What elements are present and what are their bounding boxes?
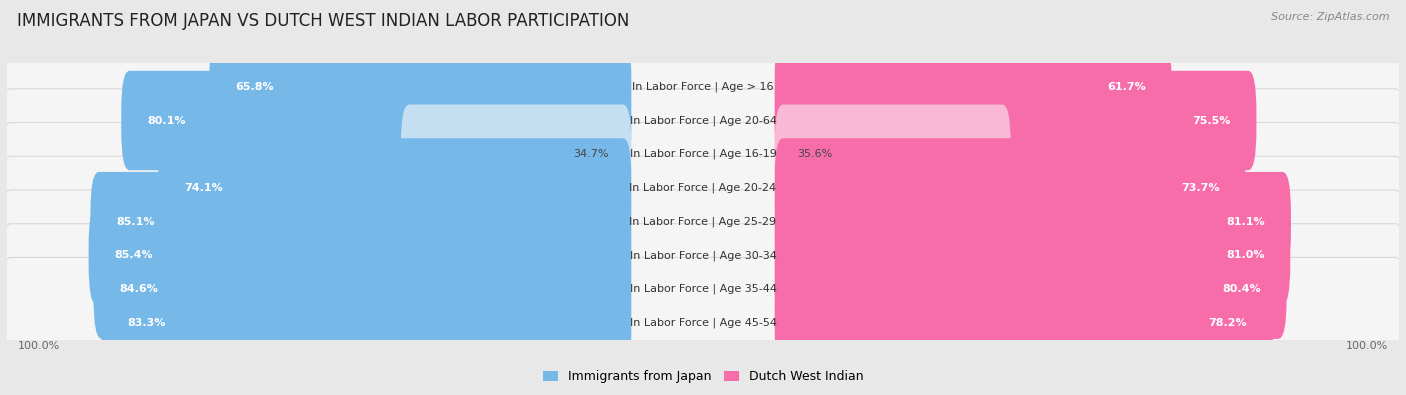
FancyBboxPatch shape xyxy=(775,273,1272,372)
Text: 81.0%: 81.0% xyxy=(1226,250,1264,260)
FancyBboxPatch shape xyxy=(0,122,1406,253)
Text: 35.6%: 35.6% xyxy=(797,149,832,159)
Text: 100.0%: 100.0% xyxy=(17,341,59,352)
FancyBboxPatch shape xyxy=(101,273,631,372)
Text: In Labor Force | Age 20-64: In Labor Force | Age 20-64 xyxy=(630,115,776,126)
Text: In Labor Force | Age 45-54: In Labor Force | Age 45-54 xyxy=(630,318,776,328)
Text: 65.8%: 65.8% xyxy=(235,82,274,92)
Text: 74.1%: 74.1% xyxy=(184,183,222,193)
Text: Source: ZipAtlas.com: Source: ZipAtlas.com xyxy=(1271,12,1389,22)
Text: In Labor Force | Age 35-44: In Labor Force | Age 35-44 xyxy=(630,284,776,294)
FancyBboxPatch shape xyxy=(209,37,631,137)
Text: 84.6%: 84.6% xyxy=(120,284,157,294)
Text: 75.5%: 75.5% xyxy=(1192,115,1230,126)
Text: 80.1%: 80.1% xyxy=(148,115,186,126)
Text: In Labor Force | Age > 16: In Labor Force | Age > 16 xyxy=(633,81,773,92)
FancyBboxPatch shape xyxy=(121,71,631,170)
Text: 34.7%: 34.7% xyxy=(574,149,609,159)
FancyBboxPatch shape xyxy=(0,258,1406,388)
FancyBboxPatch shape xyxy=(0,156,1406,287)
FancyBboxPatch shape xyxy=(94,239,631,339)
FancyBboxPatch shape xyxy=(775,172,1291,271)
FancyBboxPatch shape xyxy=(0,55,1406,186)
Text: 100.0%: 100.0% xyxy=(1347,341,1389,352)
FancyBboxPatch shape xyxy=(0,190,1406,321)
FancyBboxPatch shape xyxy=(89,206,631,305)
Text: 80.4%: 80.4% xyxy=(1222,284,1261,294)
FancyBboxPatch shape xyxy=(90,172,631,271)
Text: 85.4%: 85.4% xyxy=(114,250,153,260)
FancyBboxPatch shape xyxy=(0,224,1406,355)
Text: In Labor Force | Age 25-29: In Labor Force | Age 25-29 xyxy=(630,216,776,227)
Text: 81.1%: 81.1% xyxy=(1226,217,1265,227)
Text: In Labor Force | Age 16-19: In Labor Force | Age 16-19 xyxy=(630,149,776,160)
Text: 83.3%: 83.3% xyxy=(128,318,166,328)
Text: 85.1%: 85.1% xyxy=(117,217,155,227)
FancyBboxPatch shape xyxy=(775,138,1246,238)
FancyBboxPatch shape xyxy=(775,206,1291,305)
FancyBboxPatch shape xyxy=(159,138,631,238)
FancyBboxPatch shape xyxy=(775,71,1257,170)
Text: In Labor Force | Age 30-34: In Labor Force | Age 30-34 xyxy=(630,250,776,261)
FancyBboxPatch shape xyxy=(775,105,1011,204)
Text: 61.7%: 61.7% xyxy=(1107,82,1146,92)
FancyBboxPatch shape xyxy=(775,239,1286,339)
Legend: Immigrants from Japan, Dutch West Indian: Immigrants from Japan, Dutch West Indian xyxy=(543,370,863,383)
FancyBboxPatch shape xyxy=(0,21,1406,152)
FancyBboxPatch shape xyxy=(0,89,1406,220)
Text: IMMIGRANTS FROM JAPAN VS DUTCH WEST INDIAN LABOR PARTICIPATION: IMMIGRANTS FROM JAPAN VS DUTCH WEST INDI… xyxy=(17,12,630,30)
Text: 78.2%: 78.2% xyxy=(1209,318,1247,328)
FancyBboxPatch shape xyxy=(775,37,1171,137)
Text: 73.7%: 73.7% xyxy=(1181,183,1219,193)
FancyBboxPatch shape xyxy=(401,105,631,204)
Text: In Labor Force | Age 20-24: In Labor Force | Age 20-24 xyxy=(630,183,776,193)
